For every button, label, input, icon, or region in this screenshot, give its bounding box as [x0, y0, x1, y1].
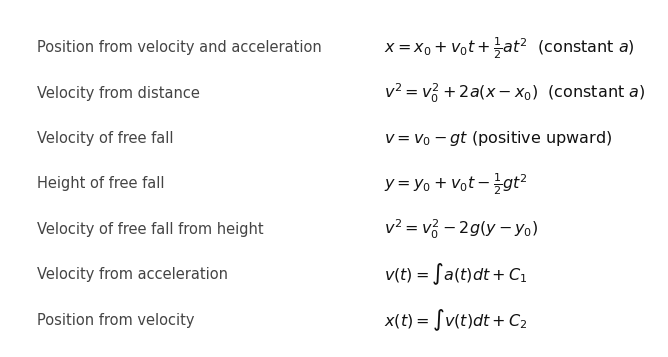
Text: $x = x_0 + v_0 t + \frac{1}{2}at^2$  (constant $a$): $x = x_0 + v_0 t + \frac{1}{2}at^2$ (con…: [384, 35, 635, 61]
Text: $v^2 = v_0^2 + 2a(x - x_0)$  (constant $a$): $v^2 = v_0^2 + 2a(x - x_0)$ (constant $a…: [384, 81, 645, 105]
Text: Height of free fall: Height of free fall: [37, 176, 164, 191]
Text: Velocity from distance: Velocity from distance: [37, 86, 200, 101]
Text: $y = y_0 + v_0 t - \frac{1}{2}gt^2$: $y = y_0 + v_0 t - \frac{1}{2}gt^2$: [384, 171, 528, 197]
Text: $v(t) = \int a(t)dt + C_1$: $v(t) = \int a(t)dt + C_1$: [384, 262, 528, 287]
Text: $x(t) = \int v(t)dt + C_2$: $x(t) = \int v(t)dt + C_2$: [384, 307, 528, 333]
Text: Position from velocity: Position from velocity: [37, 312, 194, 327]
Text: Velocity from acceleration: Velocity from acceleration: [37, 267, 228, 282]
Text: Velocity of free fall: Velocity of free fall: [37, 131, 173, 146]
Text: Velocity of free fall from height: Velocity of free fall from height: [37, 222, 263, 237]
Text: $v^2 = v_0^2 - 2g(y - y_0)$: $v^2 = v_0^2 - 2g(y - y_0)$: [384, 218, 538, 241]
Text: $v = v_0 - gt$ (positive upward): $v = v_0 - gt$ (positive upward): [384, 129, 613, 148]
Text: Position from velocity and acceleration: Position from velocity and acceleration: [37, 40, 321, 55]
